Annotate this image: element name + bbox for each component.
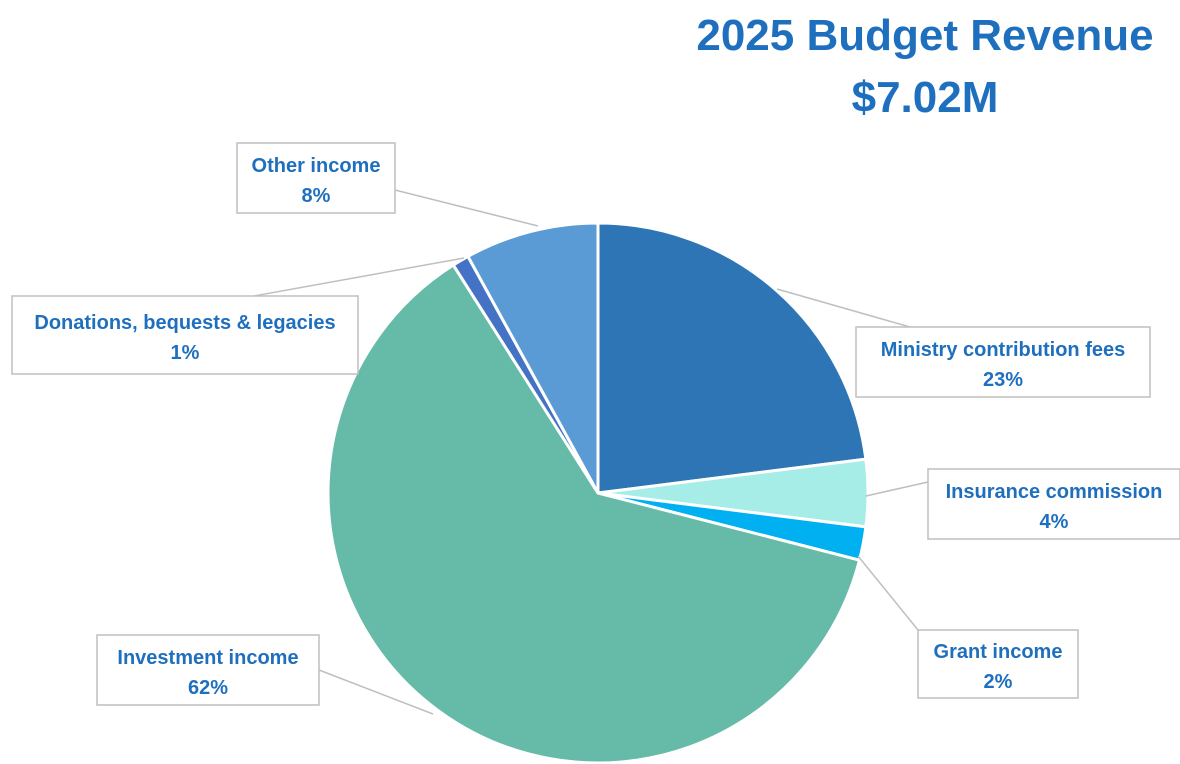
label-box	[11, 295, 359, 375]
slice-callout: Insurance commission 4%	[865, 468, 1180, 540]
label-box	[96, 634, 320, 706]
slice-value-label: 4%	[1040, 511, 1069, 533]
slice-callout: Grant income 2%	[857, 555, 1079, 699]
leader-line	[318, 669, 434, 715]
chart-title: 2025 Budget Revenue	[696, 11, 1153, 60]
slices-layer	[326, 221, 870, 764]
label-box	[927, 468, 1180, 540]
pie-slice	[326, 262, 862, 764]
leader-line	[394, 189, 539, 227]
slice-value-label: 62%	[188, 677, 228, 699]
slice-label: Insurance commission	[946, 481, 1163, 503]
label-box	[855, 326, 1151, 398]
slice-value-label: 23%	[983, 369, 1023, 391]
slice-callout: Donations, bequests & legacies 1%	[11, 257, 465, 375]
chart-subtitle: $7.02M	[852, 73, 999, 122]
leader-line	[776, 288, 911, 328]
slice-callout: Investment income 62%	[96, 634, 434, 715]
pie-slice	[465, 221, 600, 494]
slice-callout: Other income 8%	[236, 142, 539, 227]
leader-line	[865, 481, 929, 497]
slice-value-label: 8%	[302, 185, 331, 207]
slice-label: Other income	[252, 155, 381, 177]
slice-value-label: 2%	[984, 671, 1013, 693]
label-box	[236, 142, 396, 214]
labels-layer: Ministry contribution fees 23% Insurance c…	[11, 142, 1180, 715]
label-box	[917, 629, 1079, 699]
pie-slice	[596, 221, 868, 495]
slice-callout: Ministry contribution fees 23%	[776, 288, 1151, 398]
slice-value-label: 1%	[171, 342, 200, 364]
leader-line	[857, 555, 919, 631]
slice-label: Grant income	[934, 641, 1063, 663]
slice-label: Investment income	[117, 647, 298, 669]
slice-label: Donations, bequests & legacies	[34, 312, 335, 334]
slice-label: Ministry contribution fees	[881, 339, 1125, 361]
